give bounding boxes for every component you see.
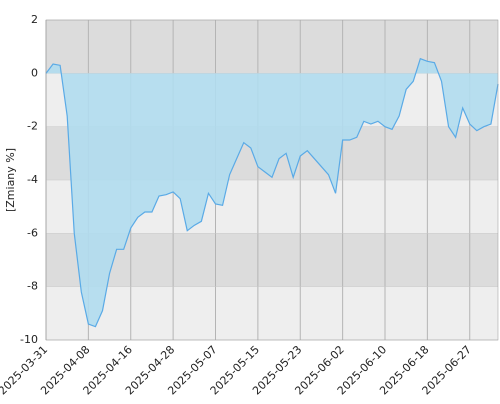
y-tick-label: 0 — [31, 66, 38, 79]
area-fill — [46, 58, 498, 327]
line — [45, 57, 499, 328]
y-tick-label: -10 — [20, 333, 38, 346]
y-axis-label: [Zmiany %] — [4, 148, 17, 212]
band — [46, 286, 498, 340]
y-tick-label: -6 — [27, 226, 38, 239]
plot-border — [45, 19, 499, 341]
y-tick-label: -8 — [27, 280, 38, 293]
y-tick-label: -4 — [27, 173, 38, 186]
y-tick-label: 2 — [31, 13, 38, 26]
y-tick-label: -2 — [27, 120, 38, 133]
